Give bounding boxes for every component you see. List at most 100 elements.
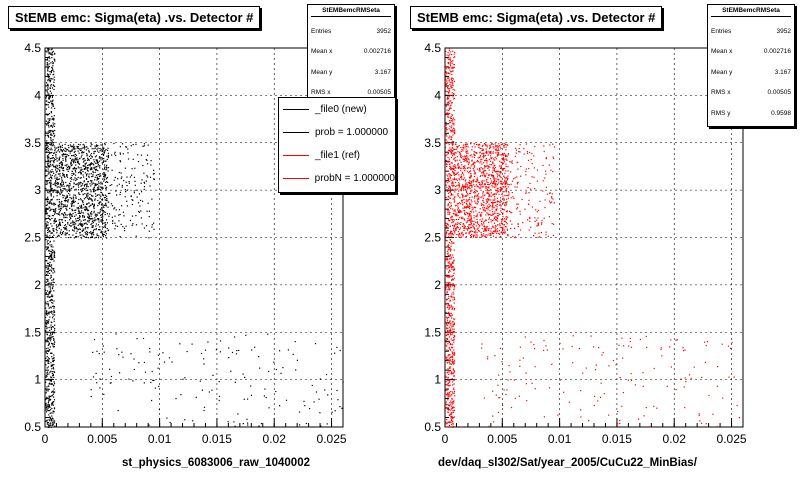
scatter-point	[56, 190, 58, 192]
scatter-point	[182, 378, 184, 380]
scatter-point	[47, 75, 49, 77]
scatter-point	[87, 169, 89, 172]
scatter-point	[103, 151, 105, 153]
scatter-point	[71, 215, 73, 217]
scatter-point	[61, 176, 63, 178]
scatter-point	[483, 170, 485, 172]
scatter-point	[452, 185, 454, 187]
scatter-point	[51, 356, 53, 358]
scatter-point	[642, 385, 644, 387]
scatter-point	[476, 180, 478, 182]
scatter-point	[474, 154, 476, 157]
scatter-point	[69, 157, 71, 159]
scatter-point	[87, 227, 89, 229]
scatter-point	[452, 143, 454, 145]
scatter-point	[482, 155, 484, 157]
scatter-point	[451, 347, 453, 349]
scatter-point	[132, 158, 134, 160]
scatter-point	[48, 358, 50, 360]
scatter-point	[90, 185, 92, 187]
scatter-point	[447, 264, 449, 267]
scatter-point	[478, 167, 481, 169]
scatter-point	[473, 169, 475, 171]
scatter-point	[70, 197, 72, 199]
scatter-point	[242, 373, 244, 375]
scatter-point	[507, 197, 510, 199]
scatter-point	[509, 220, 511, 222]
scatter-point	[452, 384, 454, 386]
scatter-point	[529, 182, 531, 184]
scatter-point	[468, 182, 471, 184]
scatter-point	[100, 230, 102, 232]
scatter-point	[494, 156, 496, 158]
scatter-point	[458, 222, 460, 225]
scatter-point	[490, 143, 492, 145]
scatter-point	[86, 223, 88, 225]
scatter-point	[452, 361, 454, 363]
scatter-point	[48, 106, 50, 108]
scatter-point	[103, 226, 105, 228]
scatter-point	[134, 180, 136, 182]
scatter-point	[152, 173, 154, 175]
scatter-point	[458, 166, 460, 168]
scatter-point	[107, 192, 110, 195]
scatter-point	[452, 134, 454, 136]
scatter-point	[112, 220, 114, 222]
scatter-point	[455, 143, 457, 145]
scatter-point	[62, 197, 64, 199]
scatter-point	[92, 226, 94, 228]
scatter-point	[98, 229, 100, 231]
scatter-point	[453, 392, 455, 394]
scatter-point	[45, 187, 47, 190]
scatter-point	[445, 222, 447, 224]
scatter-point	[71, 205, 73, 207]
scatter-point	[47, 94, 50, 96]
scatter-point	[59, 218, 61, 220]
scatter-point	[133, 176, 135, 178]
stats-row-rms-x: RMS x 0.00505	[311, 89, 391, 97]
scatter-point	[449, 161, 451, 163]
scatter-point	[96, 179, 98, 181]
scatter-point	[471, 156, 473, 158]
scatter-point	[473, 190, 475, 193]
scatter-point	[93, 150, 95, 153]
scatter-point	[72, 224, 74, 226]
scatter-point	[456, 219, 458, 221]
scatter-point	[453, 349, 455, 351]
scatter-point	[78, 163, 80, 165]
scatter-point	[74, 158, 76, 160]
scatter-point	[46, 183, 48, 185]
scatter-point	[73, 172, 75, 174]
scatter-point	[504, 226, 506, 228]
scatter-point	[449, 197, 451, 199]
scatter-point	[491, 205, 493, 207]
scatter-point	[46, 390, 48, 392]
scatter-point	[505, 163, 507, 165]
scatter-point	[486, 181, 488, 183]
scatter-point	[499, 160, 501, 162]
scatter-point	[91, 225, 93, 227]
scatter-point	[50, 232, 52, 235]
scatter-point	[88, 218, 90, 220]
scatter-point	[61, 146, 63, 148]
scatter-point	[64, 224, 67, 226]
scatter-point	[451, 114, 453, 116]
scatter-point	[538, 232, 540, 234]
scatter-point	[45, 301, 47, 303]
scatter-point	[447, 289, 449, 291]
scatter-point	[476, 168, 478, 170]
scatter-point	[454, 213, 456, 215]
scatter-point	[476, 152, 478, 154]
scatter-point	[489, 146, 492, 148]
scatter-point	[95, 214, 97, 216]
scatter-point	[126, 146, 128, 148]
scatter-point	[468, 216, 470, 218]
scatter-point	[48, 362, 50, 365]
scatter-point	[449, 211, 451, 213]
scatter-point	[447, 190, 449, 192]
scatter-point	[470, 184, 472, 187]
scatter-point	[451, 70, 453, 72]
scatter-point	[98, 178, 100, 180]
scatter-point	[503, 142, 505, 145]
scatter-point	[449, 326, 451, 328]
